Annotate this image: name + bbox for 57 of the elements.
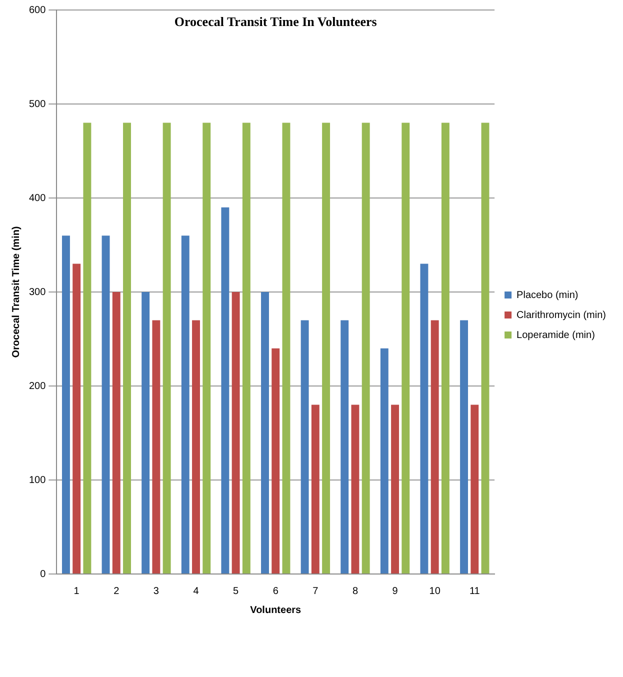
bar <box>402 122 410 574</box>
x-tick-label: 7 <box>312 586 319 597</box>
bar <box>272 348 280 574</box>
y-tick-label: 100 <box>28 474 46 486</box>
bar <box>242 122 250 574</box>
x-tick-label: 8 <box>352 586 358 597</box>
bar <box>430 320 439 574</box>
bar <box>460 320 468 574</box>
y-tick-label: 200 <box>28 380 46 392</box>
y-tick-label: 0 <box>40 568 46 580</box>
bar <box>470 404 479 574</box>
bar <box>261 292 269 574</box>
bar <box>362 122 370 574</box>
x-tick-label: 1 <box>74 586 80 597</box>
bar <box>123 122 131 574</box>
bar <box>351 404 360 574</box>
bar <box>420 264 428 574</box>
bar <box>202 122 211 574</box>
bar <box>142 292 150 574</box>
y-tick-label: 600 <box>28 4 46 16</box>
bar <box>62 236 70 574</box>
bar <box>391 404 400 574</box>
x-tick-label: 5 <box>233 586 240 597</box>
bar <box>192 320 200 574</box>
bar <box>152 320 160 574</box>
bar <box>322 122 330 574</box>
bar <box>380 348 388 574</box>
bar <box>340 320 349 574</box>
legend-label: Placebo (min) <box>516 290 578 301</box>
y-tick-label: 300 <box>28 286 46 298</box>
legend-label: Clarithromycin (min) <box>516 310 606 321</box>
bar <box>311 404 320 574</box>
bar <box>181 236 190 574</box>
x-axis-title: Volunteers <box>250 604 302 616</box>
bar <box>300 320 309 574</box>
y-axis-title: Orocecal Transit Time (min) <box>10 226 22 358</box>
y-tick-label: 400 <box>28 192 46 204</box>
bar <box>481 122 490 574</box>
bar <box>112 292 120 574</box>
x-tick-label: 11 <box>469 586 480 597</box>
legend-label: Loperamide (min) <box>516 330 595 341</box>
x-tick-label: 2 <box>114 586 120 597</box>
x-tick-label: 10 <box>429 586 441 597</box>
bar <box>72 264 81 574</box>
x-tick-label: 4 <box>193 586 200 597</box>
x-tick-label: 9 <box>392 586 398 597</box>
bar <box>441 122 450 574</box>
x-tick-label: 6 <box>272 586 279 597</box>
bar <box>282 122 290 574</box>
bar <box>162 122 171 574</box>
x-tick-label: 3 <box>153 586 160 597</box>
bar <box>83 122 92 574</box>
y-tick-label: 500 <box>28 98 46 110</box>
bar <box>102 236 110 574</box>
bar <box>221 207 230 574</box>
chart-title: Orocecal Transit Time In Volunteers <box>174 14 377 29</box>
bar <box>232 292 240 574</box>
